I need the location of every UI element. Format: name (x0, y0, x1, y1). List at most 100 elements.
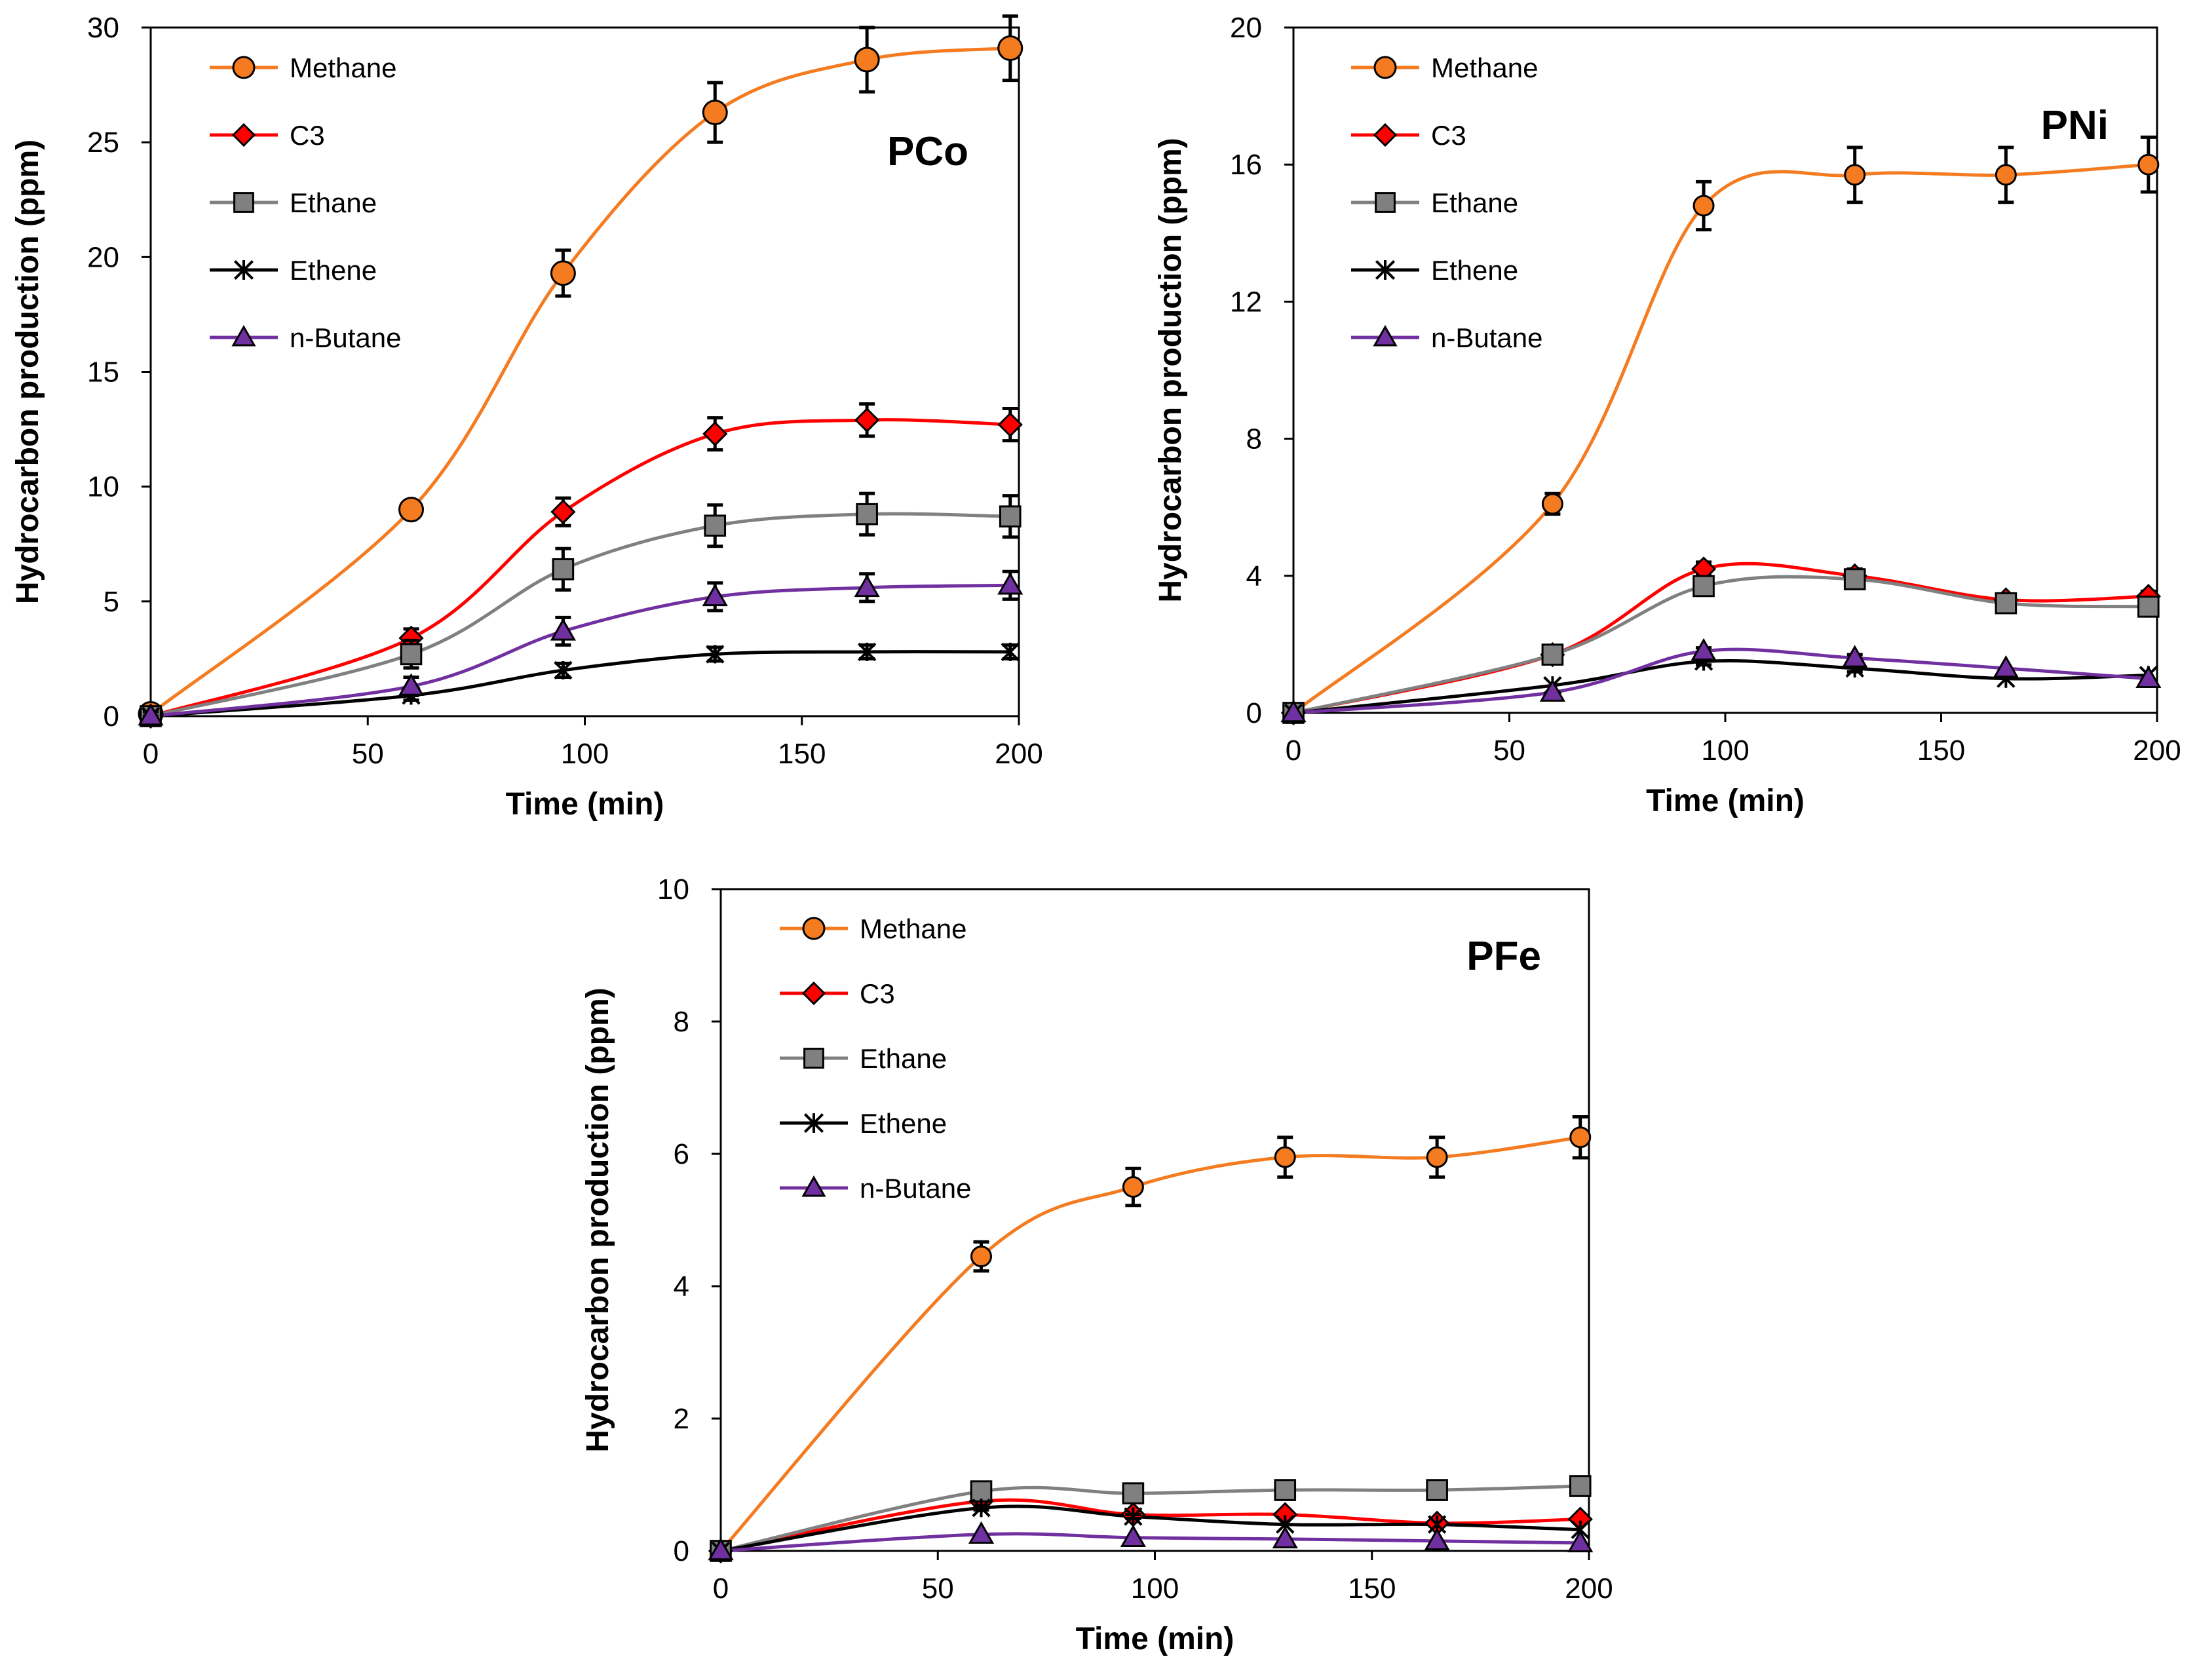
x-tick-label: 0 (713, 1573, 729, 1605)
legend-label: n-Butane (860, 1173, 971, 1204)
data-point (1272, 1525, 1298, 1549)
y-tick-label: 15 (87, 356, 119, 389)
series-line-methane (1292, 162, 2149, 714)
y-tick-label: 0 (1246, 697, 1262, 729)
legend-item-ethene: Ethene (1351, 255, 1518, 286)
legend: Methane C3 Ethane Ethene n-Butane (780, 913, 971, 1204)
x-axis-title: Time (min) (1646, 784, 1805, 818)
panel-label: PNi (2041, 103, 2109, 148)
y-axis-title: Hydrocarbon production (ppm) (581, 987, 615, 1452)
legend-label: Ethane (290, 187, 377, 218)
legend-marker (1373, 324, 1398, 347)
x-tick-label: 200 (995, 738, 1042, 770)
x-tick-label: 200 (1565, 1573, 1613, 1605)
data-point (1001, 642, 1020, 662)
data-point (550, 260, 576, 286)
data-point (970, 1246, 992, 1268)
y-tick-label: 20 (87, 241, 119, 273)
legend-item-n-butane: n-Butane (1351, 322, 1542, 353)
series-line-ethene (150, 650, 1010, 718)
data-point (999, 505, 1022, 528)
legend-marker (231, 324, 256, 347)
data-point (550, 618, 576, 641)
legend: Methane C3 Ethane Ethene n-Butane (1351, 52, 1542, 353)
legend-item-methane: Methane (780, 913, 966, 944)
legend-marker (803, 1048, 824, 1069)
data-point (1124, 1507, 1143, 1526)
legend-label: Ethene (290, 255, 377, 286)
data-point (972, 1499, 991, 1518)
plot-frame (1292, 26, 2158, 714)
legend-label: C3 (860, 978, 895, 1009)
data-point (1567, 1529, 1594, 1553)
data-point (854, 574, 880, 598)
chart-panel-pni: 0 50 100 150 200 0 4 8 12 16 20 Time (min) Hydrocarb… (1153, 12, 2181, 818)
legend-marker (802, 917, 826, 940)
y-axis-title: Hydrocarbon production (ppm) (1153, 138, 1188, 602)
data-point (997, 572, 1023, 595)
series-line-ethane (150, 512, 1010, 718)
series-line-ethane (1293, 575, 2149, 715)
x-tick-label: 200 (2133, 735, 2181, 767)
legend-marker (233, 192, 254, 213)
legend-label: n-Butane (1431, 322, 1542, 353)
legend-label: n-Butane (290, 322, 401, 353)
legend-item-ethane: Ethane (210, 187, 377, 218)
x-tick-label: 100 (1131, 1573, 1179, 1605)
series-line-methane (149, 47, 1010, 716)
legend: Methane C3 Ethane Ethene n-Butane (210, 52, 401, 353)
legend-marker (1373, 123, 1398, 147)
data-point (1692, 195, 1715, 217)
chart-panel-pfe: 0 50 100 150 200 0 2 4 6 8 10 Time (min) Hydrocarbon… (581, 873, 1613, 1656)
series-points-methane (138, 14, 1023, 727)
legend-label: C3 (1431, 120, 1466, 151)
x-tick-label: 0 (143, 738, 159, 770)
data-point (856, 503, 878, 525)
legend-item-c3: C3 (210, 120, 325, 151)
data-point (1120, 1524, 1146, 1548)
data-point (704, 514, 727, 537)
data-point (1122, 1176, 1144, 1198)
legend-marker (801, 981, 826, 1006)
legend-item-ethane: Ethane (1351, 187, 1518, 218)
y-tick-label: 10 (657, 873, 689, 906)
data-point (550, 499, 576, 525)
legend-item-c3: C3 (780, 978, 895, 1009)
legend-marker (231, 123, 256, 147)
x-tick-label: 50 (352, 738, 384, 770)
series-points-n-butane (138, 569, 1023, 726)
data-point (1426, 1479, 1448, 1501)
y-tick-label: 4 (1246, 560, 1262, 592)
x-tick-label: 150 (1917, 735, 1965, 767)
series-line-n-butane (1293, 647, 2149, 715)
legend-item-methane: Methane (1351, 52, 1538, 83)
data-point (552, 558, 575, 581)
data-point (1539, 679, 1565, 702)
data-point (1995, 164, 2017, 186)
legend-label: Methane (290, 52, 396, 83)
y-tick-label: 6 (674, 1138, 689, 1170)
series-line-ethene (720, 1504, 1580, 1553)
data-point (1274, 1146, 1296, 1168)
data-point (1842, 645, 1868, 668)
data-point (1691, 638, 1717, 661)
y-tick-label: 12 (1230, 286, 1262, 318)
legend-label: Ethene (1431, 255, 1518, 286)
series-line-c3 (150, 418, 1010, 718)
data-point (1274, 1479, 1297, 1501)
y-axis-title: Hydrocarbon production (ppm) (10, 140, 45, 604)
data-point (1844, 164, 1866, 186)
legend-item-ethene: Ethene (780, 1108, 947, 1139)
legend-marker (1375, 259, 1396, 280)
data-point (1426, 1146, 1448, 1168)
y-tick-label: 4 (674, 1270, 689, 1303)
y-tick-label: 10 (87, 471, 119, 503)
data-point (1692, 575, 1715, 598)
x-tick-label: 0 (1286, 735, 1301, 767)
data-point (1993, 655, 2019, 678)
x-axis-title: Time (min) (506, 787, 664, 822)
x-tick-label: 100 (561, 738, 609, 770)
y-tick-label: 20 (1230, 12, 1262, 44)
legend-label: Ethene (860, 1108, 947, 1139)
x-tick-label: 50 (1493, 735, 1525, 767)
